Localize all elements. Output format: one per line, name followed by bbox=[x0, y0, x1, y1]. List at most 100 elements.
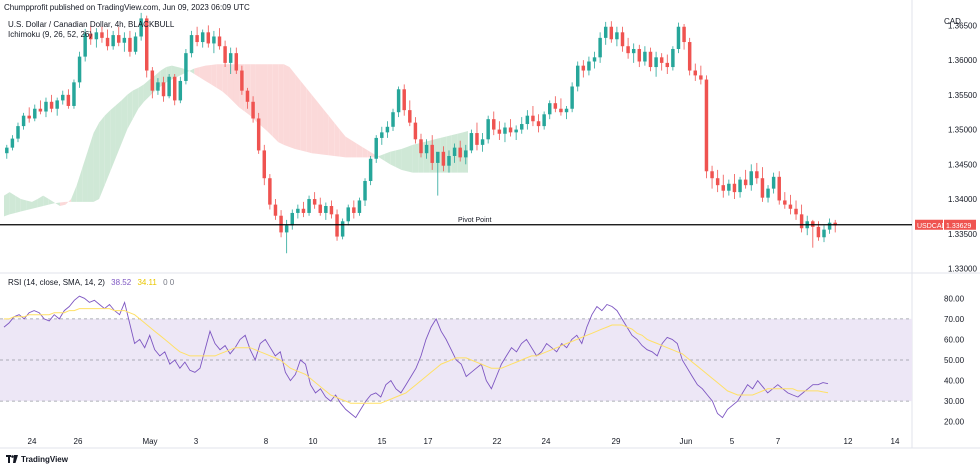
candle-body bbox=[671, 48, 675, 68]
price-tick-label: 1.33500 bbox=[948, 230, 977, 239]
time-tick-label: 17 bbox=[424, 437, 433, 446]
cloud-segment bbox=[216, 64, 223, 92]
cloud-segment bbox=[87, 133, 94, 202]
candle-body bbox=[200, 32, 205, 43]
rsi-sma-value: 34.11 bbox=[137, 278, 157, 287]
time-tick-label: 14 bbox=[891, 437, 900, 446]
candle-body bbox=[133, 36, 138, 52]
candle-body bbox=[755, 171, 759, 179]
candle-body bbox=[592, 57, 597, 62]
candle-body bbox=[816, 226, 821, 238]
candle-body bbox=[743, 179, 748, 186]
candle-body bbox=[570, 86, 574, 109]
candle-body bbox=[788, 204, 793, 209]
candle-body bbox=[105, 37, 110, 47]
candle-body bbox=[83, 33, 87, 57]
candle-body bbox=[223, 46, 227, 63]
candle-body bbox=[525, 115, 530, 125]
time-tick-label: 3 bbox=[194, 437, 199, 446]
candle-body bbox=[273, 204, 278, 216]
candle-body bbox=[777, 176, 781, 201]
candle-body bbox=[374, 137, 378, 159]
candle-body bbox=[548, 103, 552, 115]
price-tick-label: 1.35500 bbox=[948, 91, 977, 100]
cloud-segment bbox=[272, 64, 279, 143]
cloud-segment bbox=[227, 64, 234, 102]
cloud-segment bbox=[412, 143, 419, 173]
rsi-value: 38.52 bbox=[111, 278, 132, 287]
candle-body bbox=[687, 42, 692, 71]
candle-body bbox=[184, 53, 188, 81]
candle-body bbox=[318, 204, 322, 213]
time-tick-label: Jun bbox=[680, 437, 693, 446]
candle-body bbox=[228, 53, 233, 63]
candle-body bbox=[408, 110, 412, 123]
candle-body bbox=[66, 94, 71, 106]
cloud-segment bbox=[59, 201, 66, 206]
cloud-segment bbox=[205, 64, 212, 85]
cloud-segment bbox=[233, 64, 240, 108]
price-tick-label: 1.34500 bbox=[948, 160, 977, 169]
candle-body bbox=[682, 26, 686, 43]
candle-body bbox=[497, 129, 502, 134]
candle-body bbox=[251, 101, 255, 119]
cloud-segment bbox=[401, 146, 408, 172]
candle-body bbox=[217, 36, 222, 47]
candle-body bbox=[340, 221, 345, 237]
candle-body bbox=[738, 179, 742, 193]
cloud-segment bbox=[334, 122, 340, 157]
candle-body bbox=[396, 89, 401, 113]
tradingview-footer[interactable]: TradingView bbox=[6, 455, 68, 465]
candles bbox=[5, 12, 837, 254]
candle-body bbox=[167, 76, 171, 97]
cloud-segment bbox=[328, 115, 335, 156]
cloud-segment bbox=[115, 100, 122, 158]
rsi-tick-label: 30.00 bbox=[944, 397, 965, 406]
candle-body bbox=[643, 51, 647, 62]
candle-body bbox=[117, 35, 121, 43]
last-price-tag bbox=[944, 219, 976, 230]
candle-body bbox=[827, 222, 832, 230]
candle-body bbox=[693, 70, 698, 76]
symbol-tag bbox=[915, 219, 943, 230]
rsi-tick-label: 50.00 bbox=[944, 356, 965, 365]
time-tick-label: 8 bbox=[264, 437, 269, 446]
symbol-title[interactable]: U.S. Dollar / Canadian Dollar, 4h, BLACK… bbox=[8, 20, 175, 29]
cloud-segment bbox=[76, 167, 83, 202]
candle-body bbox=[128, 37, 132, 52]
cloud-segment bbox=[171, 65, 178, 80]
candle-body bbox=[44, 101, 48, 112]
time-tick-label: 5 bbox=[730, 437, 735, 446]
candle-body bbox=[464, 150, 468, 158]
candle-body bbox=[335, 214, 339, 237]
cloud-segment bbox=[255, 64, 262, 127]
cloud-segment bbox=[110, 105, 116, 172]
published-credit: Chumpprofit published on TradingView.com… bbox=[4, 3, 250, 12]
cloud-segment bbox=[300, 80, 307, 152]
rsi-extra-values: 0 0 bbox=[163, 278, 175, 287]
candle-body bbox=[368, 158, 373, 181]
candle-body bbox=[587, 61, 591, 71]
pivot-label: Pivot Point bbox=[458, 217, 492, 224]
candle-body bbox=[346, 207, 350, 222]
symbol-tag-label: USDCAD bbox=[917, 223, 947, 230]
cloud-segment bbox=[278, 64, 284, 145]
cloud-segment bbox=[339, 129, 346, 158]
candle-body bbox=[100, 32, 104, 38]
time-tick-label: 24 bbox=[542, 437, 551, 446]
candle-body bbox=[665, 62, 670, 68]
cloud-segment bbox=[289, 67, 296, 150]
rsi-tick-label: 70.00 bbox=[944, 315, 965, 324]
candle-body bbox=[27, 115, 31, 119]
candle-body bbox=[424, 144, 429, 154]
candle-body bbox=[413, 122, 418, 140]
candle-body bbox=[284, 225, 289, 233]
candle-body bbox=[189, 35, 194, 54]
candle-body bbox=[704, 79, 709, 172]
ichimoku-legend[interactable]: Ichimoku (9, 26, 52, 26) bbox=[8, 30, 93, 39]
candle-body bbox=[256, 118, 261, 151]
candle-body bbox=[508, 127, 513, 133]
cloud-segment bbox=[127, 90, 133, 130]
rsi-legend[interactable]: RSI (14, close, SMA, 14, 2) 38.52 34.11 … bbox=[8, 278, 174, 287]
